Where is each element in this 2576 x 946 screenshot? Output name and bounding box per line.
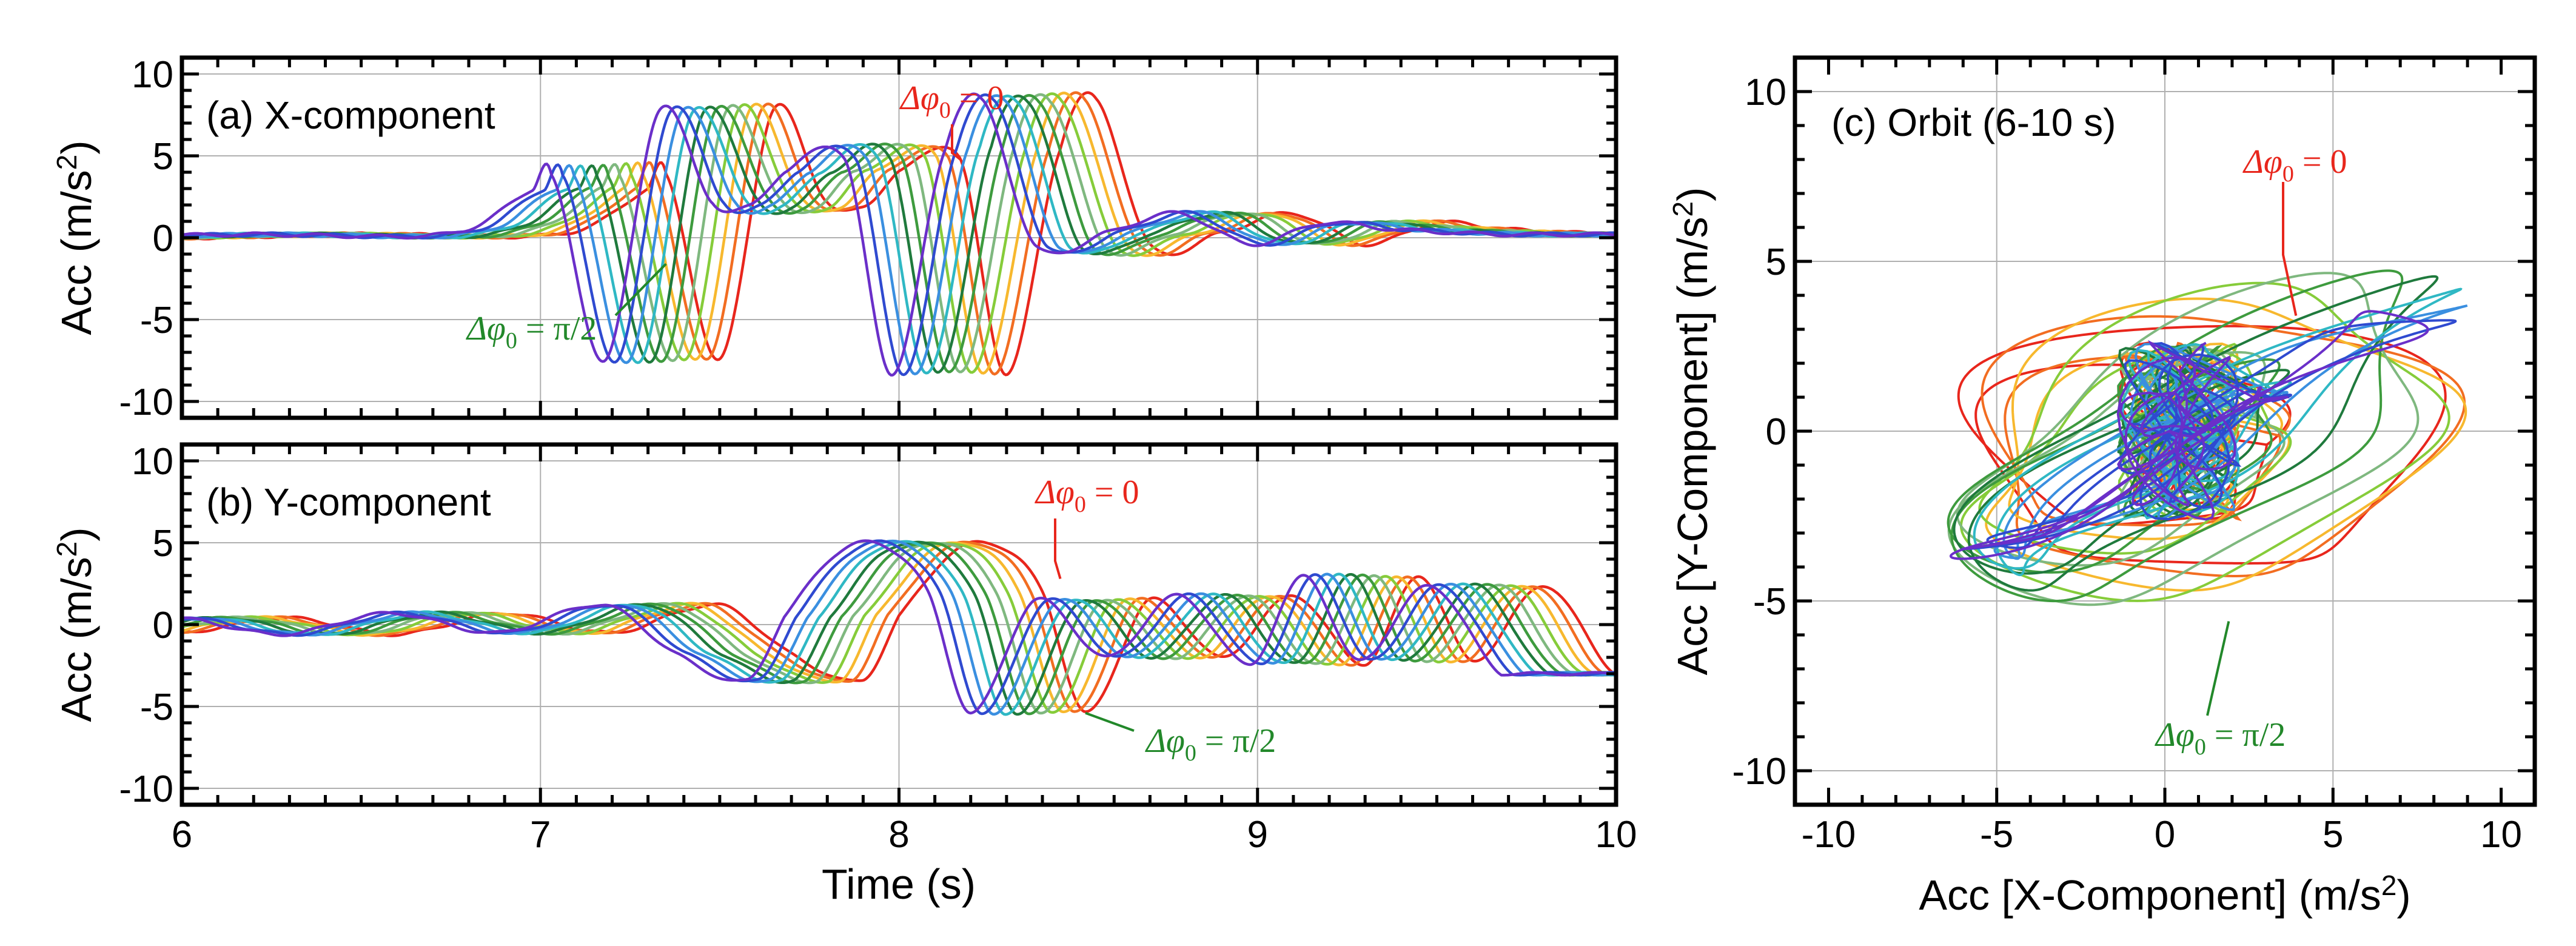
annotation-label: Δφ0 = 0 — [2242, 143, 2347, 187]
x-tick-label: 10 — [2480, 814, 2522, 856]
annotation-label: Δφ0 = 0 — [899, 79, 1004, 123]
panel-b-x-tick-labels: 6 7 8 9 10 — [172, 814, 1637, 856]
y-tick-label: 10 — [1745, 72, 1786, 113]
orbit-line-10 — [1950, 310, 2429, 560]
panel-b-y-component: 10 5 0 -5 -10 6 7 8 9 10 Acc (m/s2) (b) Y-compon… — [51, 441, 1637, 908]
x-tick-label: 6 — [172, 814, 192, 856]
panel-b-ticks — [180, 443, 1618, 807]
x-tick-label: -5 — [1980, 814, 2013, 856]
panel-a-label: (a) X-component — [206, 93, 495, 137]
y-tick-label: -10 — [119, 768, 173, 810]
y-tick-label: 0 — [1766, 411, 1786, 453]
y-tick-label: -10 — [1732, 751, 1786, 793]
x-tick-label: 7 — [530, 814, 551, 856]
panel-c-grid — [1795, 58, 2535, 805]
panel-a-y-tick-labels: 10 5 0 -5 -10 — [119, 54, 173, 423]
y-tick-label: 0 — [153, 218, 173, 260]
series-line-2 — [182, 541, 1616, 714]
panel-c-series — [1947, 269, 2468, 606]
x-tick-label: 0 — [2155, 814, 2175, 856]
series-line-3 — [182, 542, 1616, 714]
panel-c-annotations: Δφ0 = 0 Δφ0 = π/2 — [2155, 143, 2347, 760]
x-tick-label: 10 — [1595, 814, 1637, 856]
annotation-leader-line — [951, 124, 961, 160]
annotation-label: Δφ0 = 0 — [1035, 474, 1139, 517]
y-tick-label: -10 — [119, 381, 173, 423]
annotation-leader-line — [2206, 621, 2230, 716]
panel-a-y-axis-title: Acc (m/s2) — [51, 140, 100, 335]
panel-b-x-axis-title: Time (s) — [822, 860, 976, 908]
annotation-leader-line — [1085, 711, 1135, 732]
y-tick-label: 5 — [1766, 241, 1786, 283]
y-tick-label: -5 — [1753, 581, 1786, 623]
annotation-leader-line — [2282, 182, 2298, 317]
panel-b-y-tick-labels: 10 5 0 -5 -10 — [119, 441, 173, 810]
panel-c-x-axis-title: Acc [X-Component] (m/s2) — [1919, 870, 2410, 919]
y-tick-label: 5 — [153, 523, 173, 565]
x-tick-label: -10 — [1802, 814, 1856, 856]
x-tick-label: 8 — [888, 814, 909, 856]
series-line-9 — [182, 93, 1616, 377]
annotation-leader-line — [1054, 518, 1062, 579]
annotation-label: Δφ0 = π/2 — [2155, 716, 2286, 760]
panel-a-series — [182, 91, 1616, 377]
panel-c-ticks — [1793, 56, 2537, 807]
annotation-label: Δφ0 = π/2 — [1145, 722, 1276, 766]
panel-b-annotations: Δφ0 = 0 Δφ0 = π/2 — [1035, 474, 1276, 766]
y-tick-label: 5 — [153, 136, 173, 178]
series-line-10 — [182, 539, 1616, 715]
series-line-1 — [182, 540, 1616, 713]
x-tick-label: 5 — [2323, 814, 2343, 856]
panel-c-x-tick-labels: -10 -5 0 5 10 — [1802, 814, 2522, 856]
panel-b-y-axis-title: Acc (m/s2) — [51, 527, 100, 722]
annotation-label: Δφ0 = π/2 — [466, 310, 597, 354]
panel-a-x-component: 10 5 0 -5 -10 Acc (m/s2) (a) X-component Δφ0… — [51, 54, 1618, 423]
annotation-leader-line — [614, 263, 667, 317]
panel-c-y-tick-labels: 10 5 0 -5 -10 — [1732, 72, 1786, 793]
panel-b-label: (b) Y-component — [206, 480, 491, 524]
panel-a-annotations: Δφ0 = 0 Δφ0 = π/2 — [466, 79, 1004, 354]
panel-c-y-axis-title: Acc [Y-Component] (m/s2) — [1667, 187, 1716, 676]
panel-c-label: (c) Orbit (6-10 s) — [1831, 101, 2116, 144]
y-tick-label: 10 — [132, 441, 173, 483]
y-tick-label: 10 — [132, 54, 173, 96]
y-tick-label: 0 — [153, 605, 173, 646]
x-tick-label: 9 — [1247, 814, 1268, 856]
panel-a-ticks — [180, 56, 1618, 420]
y-tick-label: -5 — [140, 686, 173, 728]
y-tick-label: -5 — [140, 300, 173, 341]
panel-c-orbit: 10 5 0 -5 -10 -10 -5 0 5 10 Acc [Y-Component] (m… — [1667, 55, 2537, 919]
series-line-10 — [182, 92, 1616, 377]
panel-b-series — [182, 539, 1616, 716]
